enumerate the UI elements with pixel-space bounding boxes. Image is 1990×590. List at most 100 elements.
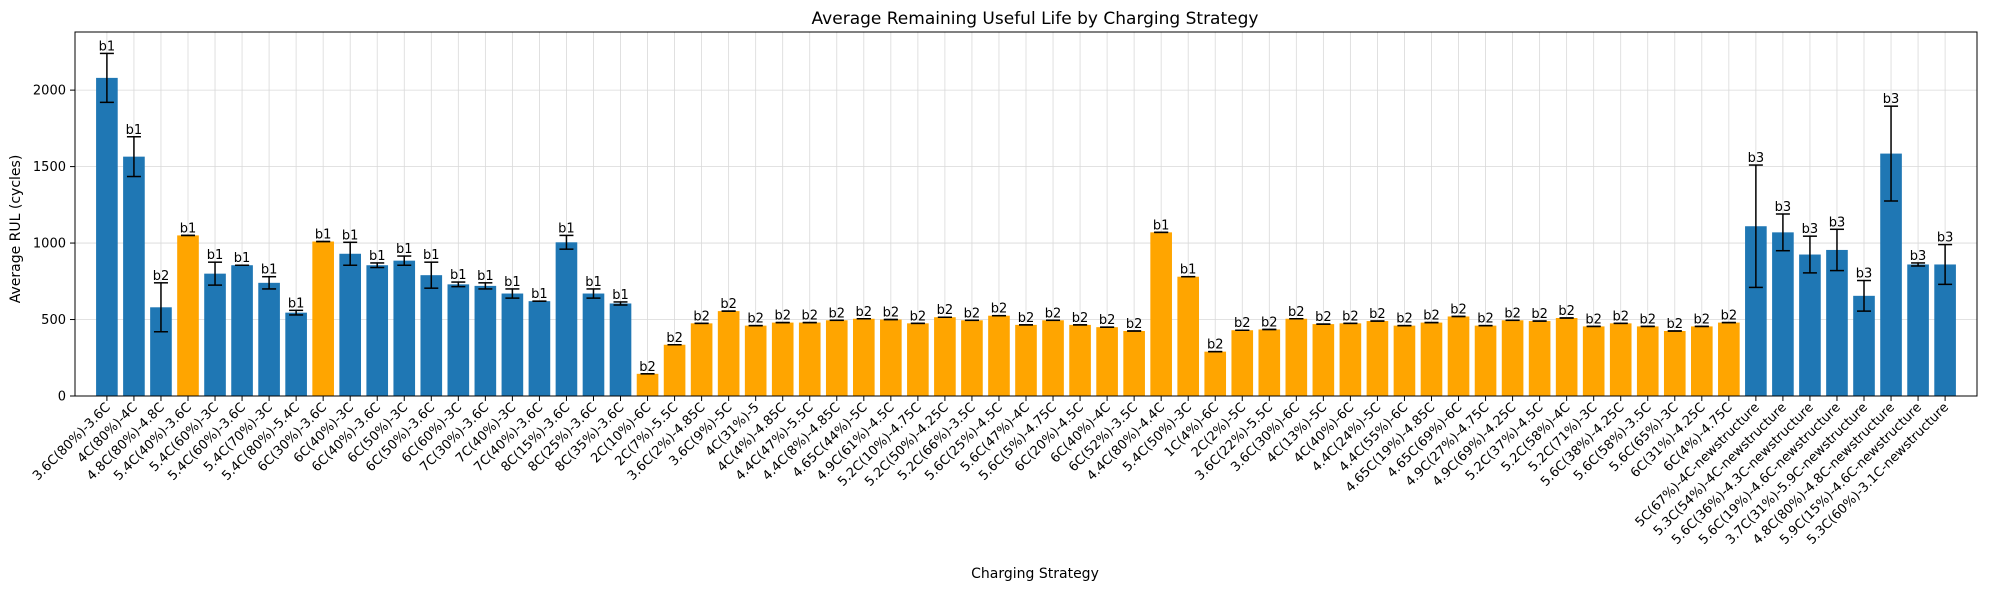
bar xyxy=(231,265,253,396)
bar-data-label: b2 xyxy=(1585,312,1602,327)
bar xyxy=(474,285,497,396)
bar xyxy=(1474,325,1497,396)
bar xyxy=(1663,331,1686,396)
y-tick-label: 1000 xyxy=(33,237,66,252)
bar-labels: b1 b1 b2 b1 b1 b1 b1 b1 b1 b1 b1 b1 b1 b1 b1 b1 b1 b1 b1 b1… xyxy=(99,39,1954,374)
bar-data-label: b2 xyxy=(1342,309,1359,324)
bar-data-label: b3 xyxy=(1883,92,1900,107)
bar-data-label: b2 xyxy=(1531,307,1548,322)
bar xyxy=(1501,320,1524,396)
bar-data-label: b2 xyxy=(1369,307,1386,322)
bar xyxy=(1582,326,1605,396)
bar xyxy=(1123,331,1145,396)
bar xyxy=(555,242,578,396)
bar-data-label: b2 xyxy=(747,312,764,327)
bar-data-label: b2 xyxy=(1072,311,1089,326)
bar xyxy=(258,282,280,396)
bar-data-label: b2 xyxy=(693,309,710,324)
bar-data-label: b1 xyxy=(558,221,575,236)
bar xyxy=(1393,325,1416,396)
bar xyxy=(96,77,118,396)
bar-data-label: b2 xyxy=(666,331,683,346)
bar-data-label: b2 xyxy=(937,303,954,318)
bar-data-label: b2 xyxy=(1423,309,1440,324)
bar xyxy=(393,260,416,396)
bar-data-label: b3 xyxy=(1775,200,1792,215)
bar-data-label: b1 xyxy=(585,275,602,290)
bar-data-label: b2 xyxy=(153,269,170,284)
bar xyxy=(1096,327,1118,396)
bar xyxy=(1880,153,1902,396)
bar xyxy=(1528,321,1551,396)
bar-data-label: b2 xyxy=(1639,312,1656,327)
bar-data-label: b1 xyxy=(1180,263,1197,278)
bar-data-label: b1 xyxy=(99,39,116,54)
bar xyxy=(1826,249,1848,396)
bar xyxy=(1177,276,1200,396)
bar xyxy=(988,315,1010,396)
x-axis-title: Charging Strategy xyxy=(971,566,1099,582)
bar xyxy=(285,312,307,396)
bar-data-label: b2 xyxy=(1315,310,1332,325)
bar-data-label: b1 xyxy=(207,248,224,263)
bar-data-label: b2 xyxy=(801,309,818,324)
bar-data-label: b2 xyxy=(1207,338,1224,353)
bar xyxy=(1609,323,1632,396)
bar xyxy=(1745,226,1767,396)
bar xyxy=(636,373,659,396)
y-tick-label: 0 xyxy=(58,390,66,405)
bar-data-label: b1 xyxy=(261,263,278,278)
bar xyxy=(528,301,551,396)
bar xyxy=(825,320,848,396)
bar-data-label: b2 xyxy=(1018,311,1035,326)
bar-data-label: b1 xyxy=(396,242,413,257)
bar xyxy=(150,307,172,396)
bar-data-label: b3 xyxy=(1937,231,1954,246)
bar xyxy=(366,265,389,396)
bar-data-label: b2 xyxy=(1099,313,1116,328)
bar-data-label: b2 xyxy=(1721,309,1738,324)
bar xyxy=(744,325,767,396)
bar xyxy=(798,322,821,396)
bar xyxy=(907,323,929,396)
bar-data-label: b1 xyxy=(369,249,386,264)
bar-data-label: b2 xyxy=(639,360,656,375)
bar xyxy=(501,293,524,396)
bar xyxy=(771,322,794,396)
bar-data-label: b2 xyxy=(1612,309,1629,324)
bar xyxy=(1799,254,1821,396)
bar-data-label: b2 xyxy=(720,297,737,312)
bar xyxy=(1312,324,1335,396)
bars xyxy=(96,77,1956,396)
bar-data-label: b1 xyxy=(504,275,521,290)
bar xyxy=(1555,318,1578,396)
bar-data-label: b1 xyxy=(531,287,548,302)
bar-data-label: b1 xyxy=(180,221,197,236)
bar xyxy=(1636,326,1659,396)
bar-data-label: b1 xyxy=(342,228,359,243)
bar-data-label: b2 xyxy=(1126,317,1143,332)
bar-data-label: b2 xyxy=(856,305,873,320)
bar xyxy=(1015,324,1037,396)
bar xyxy=(1772,232,1794,396)
bar xyxy=(1718,322,1740,396)
bar xyxy=(1447,316,1470,396)
bar-data-label: b2 xyxy=(1045,306,1062,321)
bar xyxy=(1285,318,1308,396)
bar-data-label: b2 xyxy=(1396,312,1413,327)
bar xyxy=(123,156,145,396)
bar-data-label: b1 xyxy=(423,248,440,263)
bar-data-label: b2 xyxy=(1288,305,1305,320)
bar-data-label: b1 xyxy=(315,228,332,243)
bar xyxy=(312,241,334,396)
bar xyxy=(1366,321,1389,396)
bar xyxy=(1934,264,1956,396)
bar xyxy=(582,293,605,396)
bar-data-label: b3 xyxy=(1802,222,1819,237)
error-bars xyxy=(99,52,1953,375)
bar xyxy=(690,323,713,396)
bar-data-label: b2 xyxy=(1234,316,1251,331)
y-tick-label: 2000 xyxy=(33,84,66,99)
bar xyxy=(177,235,199,396)
x-axis: 3.6C(80%)-3.6C4C(80%)-4C4.8C(80%)-4.8C5.… xyxy=(30,396,1952,548)
